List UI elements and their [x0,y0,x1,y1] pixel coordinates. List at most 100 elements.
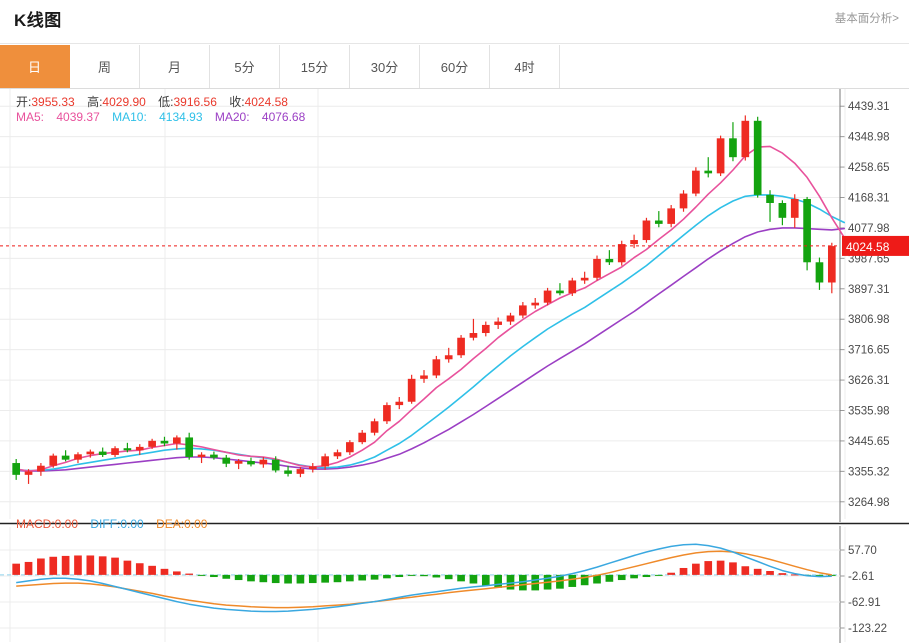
candle-body [778,202,787,218]
candle-body [74,454,82,460]
candle-body [790,198,799,218]
candle-body [210,454,218,458]
candle-body [173,437,181,444]
macd-histogram-bar [308,574,317,584]
macd-histogram-bar [98,556,107,575]
candle-body [753,120,762,195]
price-tick-label: 3535.98 [848,405,890,417]
candle-body [617,244,626,263]
candle-body [420,375,428,379]
candle-body [37,465,45,472]
kline-chart-svg[interactable]: 4439.31 4348.98 4258.65 4168.31 4077.98 3987.… [0,89,909,643]
candle-body [185,437,194,457]
candle-body [654,220,663,224]
price-panel-bg [0,89,909,523]
tab-30min[interactable]: 30分 [350,45,420,88]
macd-histogram-bar [61,555,70,575]
macd-histogram-bar [383,574,391,579]
candle-body [123,448,132,451]
macd-histogram-bar [654,574,663,576]
candle-body [556,290,564,294]
candle-body [284,470,292,474]
macd-histogram [12,555,836,591]
macd-histogram-bar [123,560,132,575]
candle-body [815,262,824,283]
macd-histogram-bar [716,560,725,575]
price-tick-label: 3445.65 [848,436,890,448]
candle-body [148,440,156,447]
tab-month[interactable]: 月 [140,45,210,88]
macd-histogram-bar [12,563,21,575]
macd-histogram-bar [704,561,713,575]
tab-15min[interactable]: 15分 [280,45,350,88]
candle-body [444,355,453,360]
candle-body [630,240,638,245]
candle-body [358,432,367,443]
macd-histogram-bar [333,574,342,583]
candle-body [135,446,144,451]
candle-body [321,456,329,467]
fundamental-analysis-link[interactable]: 基本面分析> [834,13,899,25]
macd-histogram-bar [531,574,540,591]
candle-body [383,405,391,422]
candle-body [98,451,107,455]
ma5-line [15,145,846,472]
macd-histogram-bar [827,574,836,576]
macd-histogram-bar [568,574,577,587]
candle-body [222,457,231,464]
tab-4hour[interactable]: 4时 [490,45,560,88]
tab-5min[interactable]: 5分 [210,45,280,88]
macd-histogram-bar [432,574,441,578]
candle-body [531,302,540,306]
dea-line [16,550,832,609]
macd-histogram-bar [481,574,490,586]
candlestick-series [12,115,836,484]
candle-body [642,220,651,241]
candle-body [346,442,354,453]
macd-histogram-bar [222,574,231,579]
macd-histogram-bar [49,556,58,575]
macd-histogram-bar [346,574,354,582]
macd-histogram-bar [642,574,651,578]
candle-body [259,459,268,465]
candle-body [432,359,441,376]
price-tick-label: 3626.31 [848,375,890,387]
candle-body [469,333,478,338]
price-tick-label: 3987.65 [848,253,890,265]
macd-histogram-bar [741,566,750,575]
macd-histogram-bar [197,574,206,576]
macd-histogram-bar [358,574,367,581]
macd-histogram-bar [494,574,502,588]
macd-histogram-bar [407,574,416,576]
macd-histogram-bar [395,574,404,578]
candle-body [247,461,255,465]
ma20-line [15,227,846,472]
tab-60min[interactable]: 60分 [420,45,490,88]
tab-day[interactable]: 日 [0,45,70,88]
macd-histogram-bar [247,574,255,582]
candle-body [827,246,836,283]
ma10-line [15,194,846,472]
tab-week[interactable]: 周 [70,45,140,88]
macd-histogram-bar [234,574,243,581]
price-tick-label: 4077.98 [848,223,890,235]
candle-body [49,455,58,466]
macd-tick-label: 57.70 [848,545,877,557]
macd-histogram-bar [692,563,700,575]
candle-body [667,208,675,224]
candle-body [395,401,404,406]
macd-histogram-bar [729,562,737,575]
macd-histogram-bar [173,571,181,575]
macd-histogram-bar [111,557,119,575]
current-price-badge [842,235,909,256]
current-price-badge-label: 4024.58 [846,240,890,254]
candle-body [370,421,379,433]
candle-body [481,324,490,334]
chart-container[interactable]: 4439.31 4348.98 4258.65 4168.31 4077.98 3987.… [0,89,909,643]
price-tick-label: 3355.32 [848,466,890,478]
candle-body [692,170,700,194]
price-tick-label: 3716.65 [848,345,890,357]
candle-body [24,471,33,475]
macd-histogram-bar [630,574,638,579]
candle-body [308,466,317,470]
